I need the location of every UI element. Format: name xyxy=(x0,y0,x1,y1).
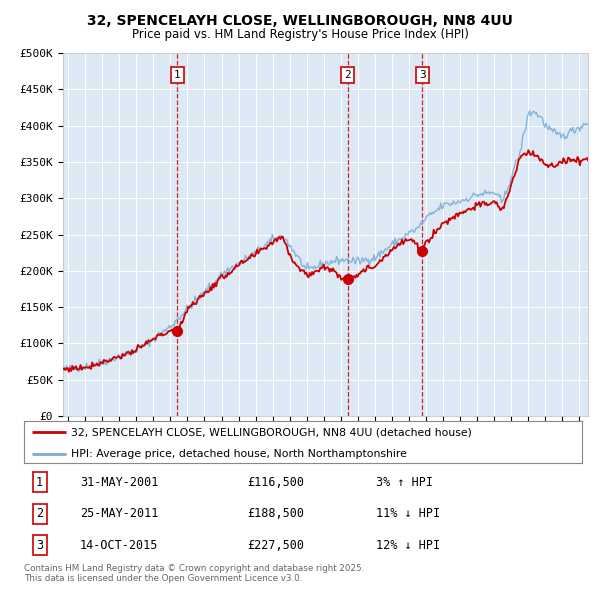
Text: 25-MAY-2011: 25-MAY-2011 xyxy=(80,507,158,520)
Text: 3: 3 xyxy=(419,70,426,80)
Text: £116,500: £116,500 xyxy=(247,476,304,489)
Text: 32, SPENCELAYH CLOSE, WELLINGBOROUGH, NN8 4UU: 32, SPENCELAYH CLOSE, WELLINGBOROUGH, NN… xyxy=(87,14,513,28)
Text: 12% ↓ HPI: 12% ↓ HPI xyxy=(376,539,440,552)
Text: 3: 3 xyxy=(36,539,43,552)
Text: 31-MAY-2001: 31-MAY-2001 xyxy=(80,476,158,489)
Text: HPI: Average price, detached house, North Northamptonshire: HPI: Average price, detached house, Nort… xyxy=(71,449,407,459)
Text: Contains HM Land Registry data © Crown copyright and database right 2025.
This d: Contains HM Land Registry data © Crown c… xyxy=(24,564,364,584)
Text: 11% ↓ HPI: 11% ↓ HPI xyxy=(376,507,440,520)
Text: 14-OCT-2015: 14-OCT-2015 xyxy=(80,539,158,552)
Text: 1: 1 xyxy=(36,476,43,489)
Text: 3% ↑ HPI: 3% ↑ HPI xyxy=(376,476,433,489)
Text: 2: 2 xyxy=(36,507,43,520)
Text: £227,500: £227,500 xyxy=(247,539,304,552)
Text: £188,500: £188,500 xyxy=(247,507,304,520)
Text: Price paid vs. HM Land Registry's House Price Index (HPI): Price paid vs. HM Land Registry's House … xyxy=(131,28,469,41)
Text: 1: 1 xyxy=(174,70,181,80)
Text: 2: 2 xyxy=(344,70,351,80)
Text: 32, SPENCELAYH CLOSE, WELLINGBOROUGH, NN8 4UU (detached house): 32, SPENCELAYH CLOSE, WELLINGBOROUGH, NN… xyxy=(71,427,472,437)
